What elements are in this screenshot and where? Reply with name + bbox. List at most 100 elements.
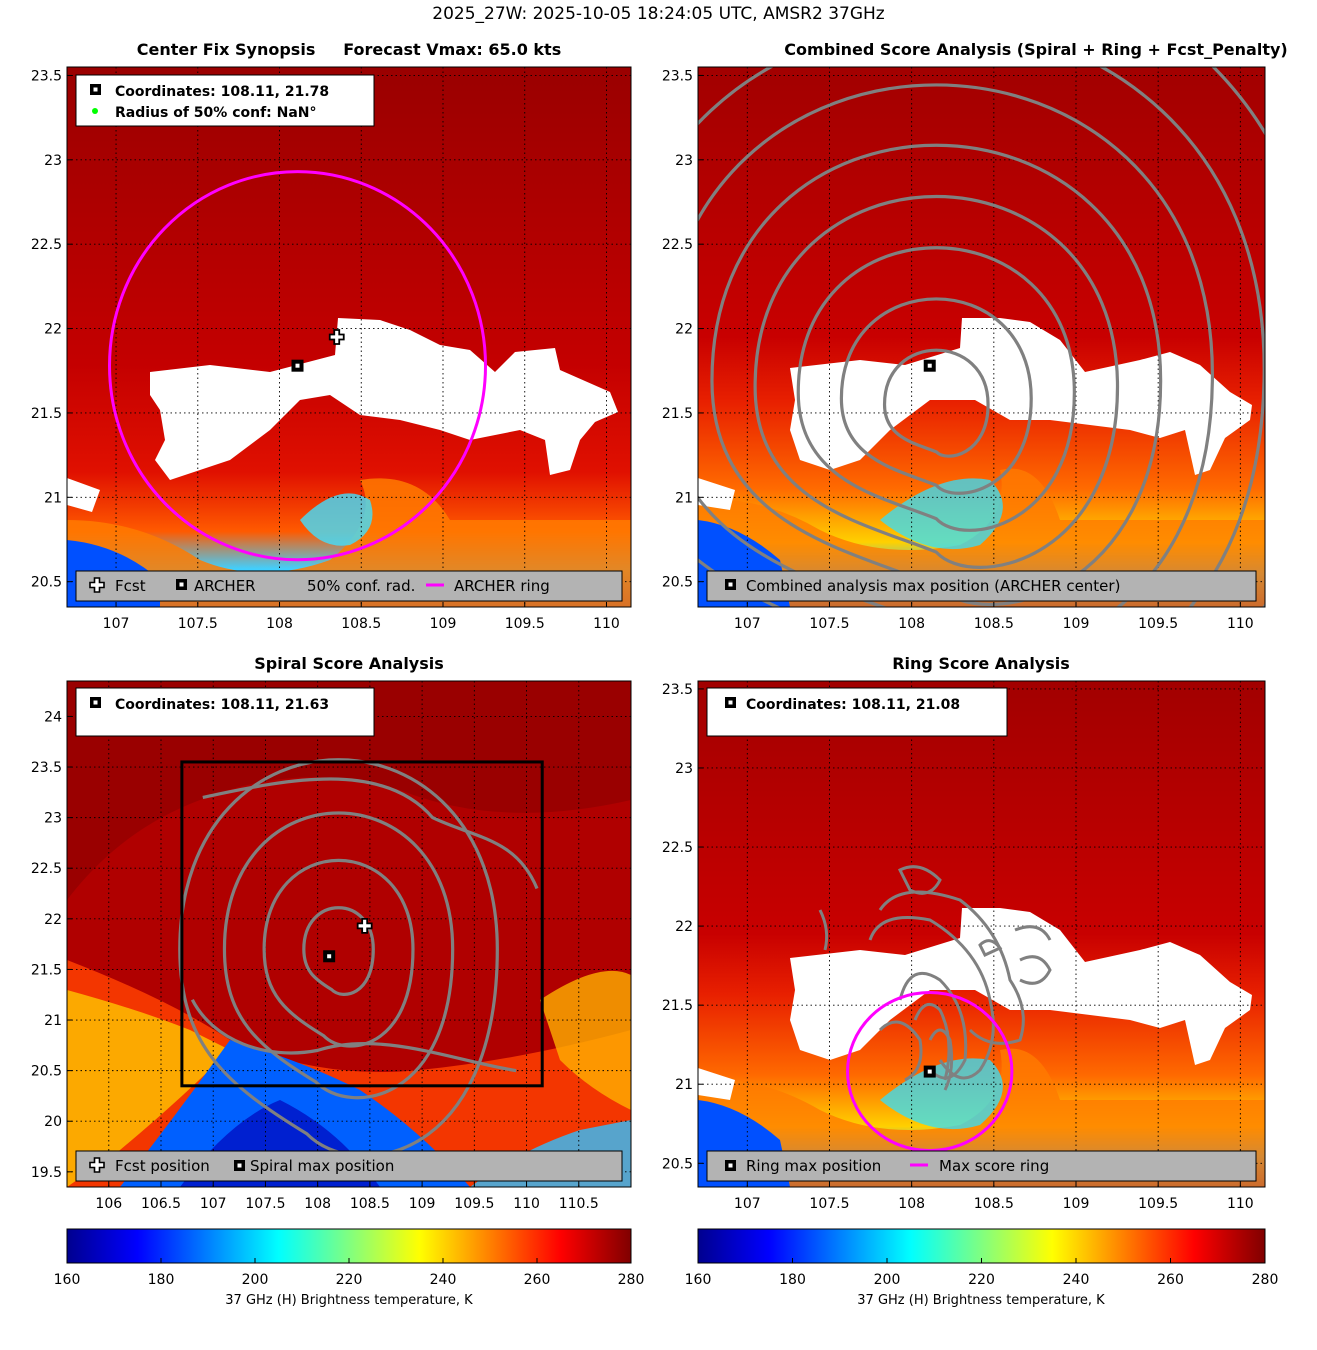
ring-axes-frame (697, 680, 1266, 1188)
ring-grid (698, 681, 1265, 1187)
colorbar-right-gradient (697, 1228, 1266, 1264)
combined-contour-line (839, 297, 1033, 495)
y-tick-label: 22.5 (662, 840, 693, 856)
x-tick-label: 107 (734, 616, 761, 632)
y-tick-label: 21 (675, 490, 693, 506)
x-tick-label: 109 (1063, 1196, 1090, 1212)
spiral-contour-line (302, 906, 375, 996)
combined-contour-line (710, 143, 1163, 606)
x-tick-label: 107.5 (809, 1196, 849, 1212)
spiral-fcst-marker (356, 918, 373, 934)
synopsis-cold-core (300, 493, 373, 546)
y-tick-label: 24 (44, 709, 62, 725)
ring-coordinates: Coordinates: 108.11, 21.08 (746, 697, 960, 713)
center-square-marker-inner (295, 363, 300, 368)
colorbar-left: 160 180 200 220 240 260 280 37 GHz (H) Brightn… (54, 1228, 644, 1308)
synopsis-info-box (75, 74, 375, 127)
x-tick-label: 110 (1227, 616, 1254, 632)
combined-legend (706, 570, 1257, 602)
spiral-yellow-west (67, 990, 230, 1187)
panel-combined: Combined Score Analysis (Spiral + Ring +… (662, 40, 1288, 632)
panel-ring: Ring Score Analysis (662, 654, 1266, 1212)
x-tick-label: 110 (1227, 1196, 1254, 1212)
fcst-plus-marker (356, 918, 373, 934)
y-tick-label: 21 (44, 1013, 62, 1029)
ring-max-marker (923, 1065, 936, 1078)
figure-title: 2025_27W: 2025-10-05 18:24:05 UTC, AMSR2… (432, 4, 885, 24)
y-tick-label: 22.5 (31, 861, 62, 877)
colorbar-tick-label: 260 (524, 1272, 551, 1288)
ring-info-box (706, 687, 1008, 737)
y-tick-label: 20 (44, 1114, 62, 1130)
y-tick-label: 20.5 (31, 1064, 62, 1080)
colorbar-tick-label: 280 (1252, 1272, 1279, 1288)
y-tick-label: 22 (44, 912, 62, 928)
synopsis-no-data-edge (67, 478, 100, 512)
spiral-contour-line (262, 858, 415, 1048)
spiral-legend (75, 1150, 623, 1182)
x-tick-label: 110 (513, 1196, 540, 1212)
x-tick-label: 107 (103, 616, 130, 632)
combined-axes-frame (697, 66, 1266, 608)
y-tick-label: 22.5 (662, 237, 693, 253)
y-tick-label: 23 (675, 153, 693, 169)
x-tick-label: 108 (266, 616, 293, 632)
y-tick-label: 23.5 (31, 760, 62, 776)
combined-x-ticks: 107 107.5 108 108.5 109 109.5 110 (734, 602, 1254, 632)
legend-ring-max: Ring max position (746, 1157, 881, 1175)
x-tick-label: 108.5 (341, 616, 381, 632)
legend-archer-ring: ARCHER ring (454, 577, 550, 595)
synopsis-x-ticks: 107 107.5 108 108.5 109 109.5 110 (103, 602, 620, 632)
panel-spiral: Spiral Score Analysis 106 106.5 107 107.5 10… (31, 654, 632, 1212)
ring-x-ticks: 107 107.5 108 108.5 109 109.5 110 (734, 1182, 1254, 1212)
combined-grid (698, 67, 1265, 607)
x-tick-label: 107.5 (245, 1196, 285, 1212)
y-tick-label: 22.5 (31, 237, 62, 253)
x-tick-label: 109 (409, 1196, 436, 1212)
panel-spiral-title: Spiral Score Analysis (254, 654, 444, 673)
y-tick-label: 20.5 (662, 1156, 693, 1172)
y-tick-label: 20.5 (31, 575, 62, 591)
legend-conf-rad: 50% conf. rad. (307, 577, 415, 595)
x-tick-label: 109.5 (505, 616, 545, 632)
x-tick-label: 106 (95, 1196, 122, 1212)
synopsis-archer-marker (291, 359, 304, 372)
colorbar-tick-label: 160 (54, 1272, 81, 1288)
y-tick-label: 22 (675, 919, 693, 935)
legend-combined-max: Combined analysis max position (ARCHER c… (746, 577, 1120, 595)
y-tick-label: 21.5 (662, 406, 693, 422)
x-tick-label: 107 (734, 1196, 761, 1212)
y-tick-label: 23 (675, 761, 693, 777)
x-tick-label: 107.5 (178, 616, 218, 632)
colorbar-left-label: 37 GHz (H) Brightness temperature, K (225, 1293, 473, 1308)
x-tick-label: 107.5 (809, 616, 849, 632)
combined-contour-line (698, 67, 1265, 607)
spiral-coordinates: Coordinates: 108.11, 21.63 (115, 697, 329, 713)
y-tick-label: 21 (44, 490, 62, 506)
ring-no-data-region (790, 908, 1252, 1065)
colorbar-right: 160 180 200 220 240 260 280 37 GHz (H) Brightn… (685, 1228, 1279, 1308)
x-tick-label: 106.5 (141, 1196, 181, 1212)
x-tick-label: 110 (593, 616, 620, 632)
synopsis-grid (67, 67, 631, 607)
x-tick-label: 110.5 (559, 1196, 599, 1212)
spiral-y-ticks: 19.5 20 20.5 21 21.5 22 22.5 23 23.5 24 (31, 709, 72, 1181)
synopsis-coordinates: Coordinates: 108.11, 21.78 (115, 84, 329, 100)
colorbar-tick-label: 220 (968, 1272, 995, 1288)
y-tick-label: 22 (44, 322, 62, 338)
y-tick-label: 21.5 (31, 962, 62, 978)
colorbar-right-ticks: 160 180 200 220 240 260 280 (685, 1258, 1279, 1288)
x-tick-label: 109.5 (1138, 1196, 1178, 1212)
legend-spiral-max: Spiral max position (250, 1157, 394, 1175)
x-tick-label: 108.5 (974, 1196, 1014, 1212)
center-square-marker-inner (327, 954, 332, 959)
synopsis-conf-radius: Radius of 50% conf: NaN° (115, 105, 317, 121)
synopsis-fcst-marker (328, 329, 345, 345)
colorbar-left-gradient (66, 1228, 632, 1264)
combined-archer-marker (923, 359, 936, 372)
x-tick-label: 108 (304, 1196, 331, 1212)
combined-no-data-region (790, 318, 1252, 475)
x-tick-label: 108.5 (974, 616, 1014, 632)
colorbar-left-ticks: 160 180 200 220 240 260 280 (54, 1258, 644, 1288)
spiral-contour-line (202, 777, 539, 890)
